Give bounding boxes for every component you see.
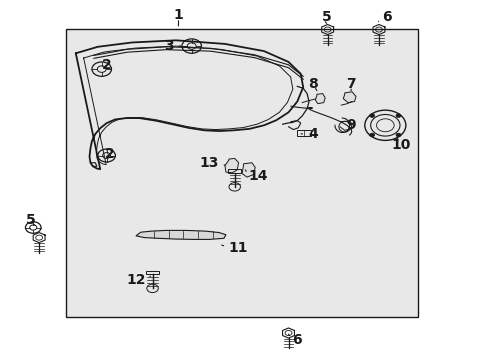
Polygon shape: [136, 230, 225, 239]
Text: 5: 5: [25, 213, 35, 227]
Circle shape: [369, 133, 374, 137]
Polygon shape: [224, 158, 238, 173]
Text: 14: 14: [248, 170, 267, 183]
Polygon shape: [242, 163, 255, 177]
Text: 13: 13: [199, 156, 219, 170]
Text: 2: 2: [105, 147, 115, 161]
Text: 4: 4: [307, 127, 317, 141]
Text: 7: 7: [346, 77, 355, 90]
Text: 6: 6: [382, 10, 391, 24]
Polygon shape: [343, 92, 355, 103]
Text: 3: 3: [163, 39, 173, 53]
Text: 1: 1: [173, 8, 183, 22]
Bar: [297, 130, 310, 136]
Text: 10: 10: [390, 138, 410, 152]
FancyBboxPatch shape: [66, 29, 417, 317]
Text: 11: 11: [228, 241, 248, 255]
Text: 9: 9: [346, 118, 355, 132]
Text: 6: 6: [292, 333, 302, 347]
Text: 2: 2: [102, 58, 111, 72]
Text: 12: 12: [126, 273, 145, 287]
Circle shape: [369, 114, 374, 117]
Circle shape: [395, 133, 400, 137]
Bar: [228, 169, 241, 173]
Text: 5: 5: [321, 10, 331, 24]
Circle shape: [395, 114, 400, 117]
Polygon shape: [315, 94, 325, 104]
Text: 8: 8: [307, 77, 317, 90]
Bar: [146, 271, 159, 274]
